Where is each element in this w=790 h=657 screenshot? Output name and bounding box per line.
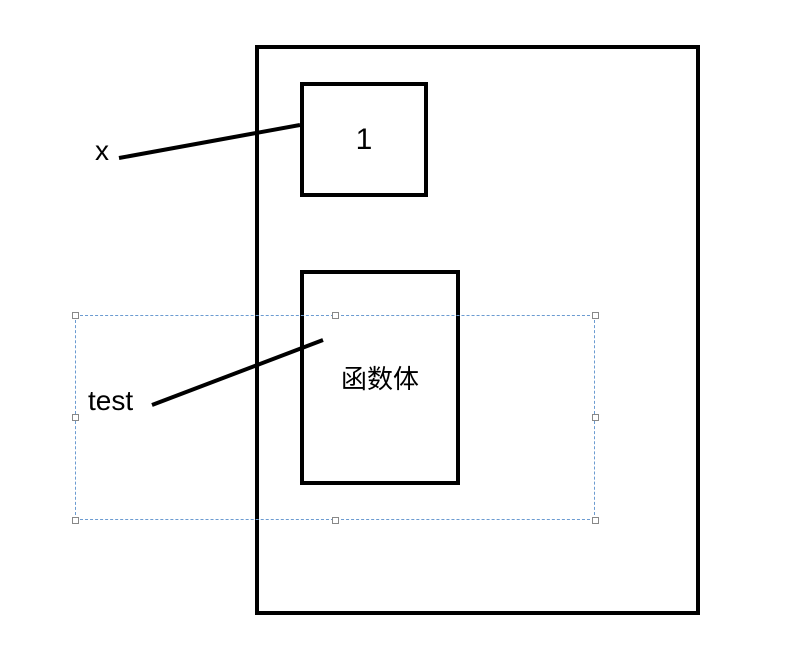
selection-handle-nw[interactable] [72, 312, 79, 319]
selection-handle-w[interactable] [72, 414, 79, 421]
external-label-x: x [95, 135, 109, 167]
external-label-test: test [88, 385, 133, 417]
inner-box-2: 函数体 [300, 270, 460, 485]
inner-box-1: 1 [300, 82, 428, 197]
box1-label: 1 [356, 123, 373, 157]
box2-label: 函数体 [341, 359, 419, 396]
selection-handle-sw[interactable] [72, 517, 79, 524]
